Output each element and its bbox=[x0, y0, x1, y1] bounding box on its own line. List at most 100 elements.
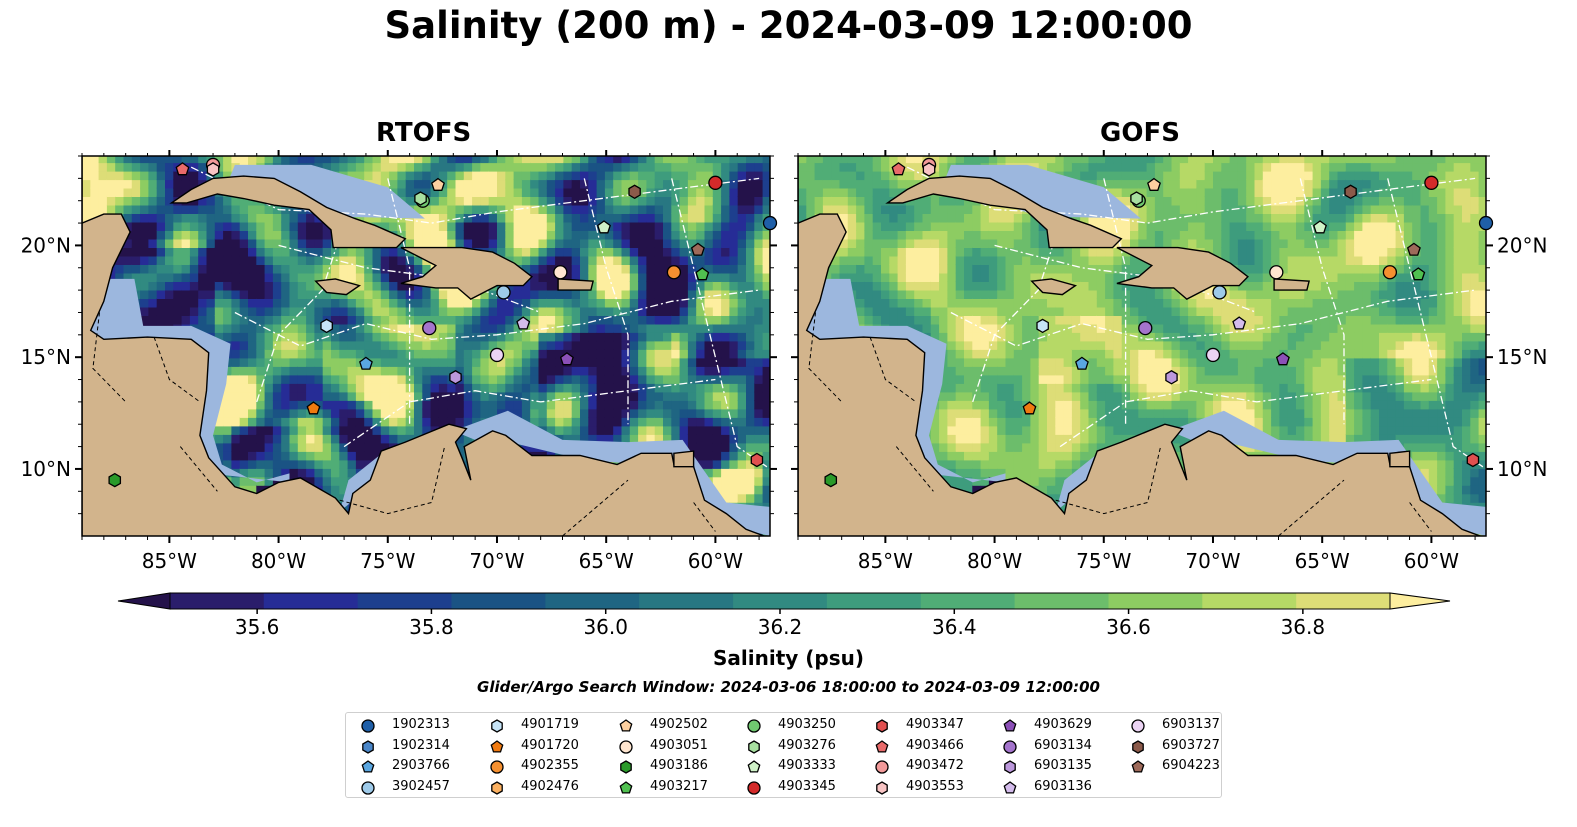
float-marker-4903051 bbox=[553, 265, 568, 280]
float-marker-4903333 bbox=[597, 220, 611, 234]
y-tick-label: 10°N bbox=[1497, 457, 1547, 481]
country-borders bbox=[808, 312, 1432, 536]
legend-label: 3902457 bbox=[392, 778, 450, 794]
float-marker-6903727 bbox=[628, 184, 641, 200]
legend-marker-pentagon bbox=[1003, 719, 1017, 732]
colorbar-tick-label: 36.8 bbox=[1281, 615, 1326, 639]
legend-marker-pentagon bbox=[1131, 760, 1145, 773]
colorbar-tick-label: 36.0 bbox=[583, 615, 628, 639]
legend-label: 4902476 bbox=[521, 778, 579, 794]
legend-label: 4903472 bbox=[906, 758, 964, 773]
colorbar-segment bbox=[1296, 593, 1391, 609]
gofs-panel-title: GOFS bbox=[1100, 118, 1180, 148]
legend-marker-circle bbox=[747, 780, 761, 795]
float-marker-4903347 bbox=[1466, 452, 1480, 468]
float-marker-6904223 bbox=[1406, 242, 1421, 256]
legend-marker-hexagon bbox=[491, 780, 503, 795]
legend-marker-circle bbox=[490, 760, 504, 774]
float-marker-1902313 bbox=[1478, 215, 1494, 231]
float-marker-4902355 bbox=[666, 265, 682, 280]
legend-label: 2903766 bbox=[392, 758, 450, 773]
figure-title: Salinity (200 m) - 2024-03-09 12:00:00 bbox=[384, 4, 1193, 47]
legend-label: 4901719 bbox=[521, 717, 579, 732]
colorbar-segment bbox=[639, 593, 734, 609]
colorbar-segment bbox=[1202, 593, 1297, 609]
x-tick-label: 75°W bbox=[1076, 549, 1131, 573]
colorbar-tick-label: 35.8 bbox=[409, 615, 454, 639]
float-marker-4901720 bbox=[1022, 401, 1037, 415]
colorbar-tick-label: 36.2 bbox=[758, 615, 803, 639]
land-trinidad bbox=[673, 450, 695, 468]
colorbar-segment bbox=[920, 593, 1016, 609]
y-tick-label: 15°N bbox=[21, 345, 71, 369]
colorbar-tick-label: 36.4 bbox=[932, 615, 977, 639]
colorbar-segment bbox=[263, 593, 359, 609]
float-marker-4903466 bbox=[175, 162, 190, 176]
float-marker-4903276 bbox=[414, 191, 427, 206]
x-tick-label: 60°W bbox=[688, 549, 743, 573]
legend-marker-hexagon bbox=[491, 719, 503, 733]
float-marker-4903466 bbox=[891, 162, 906, 176]
legend-marker-hexagon bbox=[876, 780, 888, 795]
legend-marker-circle bbox=[619, 739, 633, 754]
float-marker-6903137 bbox=[1205, 347, 1221, 363]
map-frame bbox=[81, 155, 771, 537]
legend-label: 4903466 bbox=[906, 737, 964, 753]
legend-marker-hexagon bbox=[1004, 760, 1016, 774]
legend-marker-pentagon bbox=[361, 760, 375, 773]
rtofs-panel-title: RTOFS bbox=[376, 118, 472, 148]
land-cuba bbox=[885, 175, 1123, 249]
float-marker-4903333 bbox=[1313, 220, 1327, 234]
x-tick-label: 80°W bbox=[251, 549, 306, 573]
float-marker-4901719 bbox=[320, 318, 333, 334]
gofs-map-panel: 85°W 80°W 75°W 70°W 65°W 60°W 20°N 15°N 10°N bbox=[791, 150, 1547, 573]
float-markers bbox=[108, 157, 778, 488]
legend-marker-circle bbox=[747, 719, 761, 733]
float-marker-2903766 bbox=[359, 356, 373, 370]
float-marker-6903134 bbox=[422, 320, 437, 336]
float-marker-6903134 bbox=[1138, 320, 1153, 336]
y-tick-label: 10°N bbox=[21, 457, 71, 481]
colorbar-segment bbox=[170, 593, 265, 609]
x-tick-label: 85°W bbox=[142, 549, 197, 573]
land-trinidad bbox=[1389, 450, 1411, 468]
float-marker-3902457 bbox=[496, 285, 511, 300]
x-tick-label: 60°W bbox=[1404, 549, 1459, 573]
colorbar-over-arrow bbox=[1389, 592, 1451, 610]
x-tick-label: 65°W bbox=[579, 549, 634, 573]
legend-marker-pentagon bbox=[490, 739, 504, 753]
legend-marker-hexagon bbox=[362, 739, 374, 754]
float-marker-4902355 bbox=[1382, 265, 1398, 280]
land-jamaica bbox=[1030, 278, 1078, 296]
colorbar-segment bbox=[1014, 593, 1109, 609]
colorbar-label: Salinity (psu) bbox=[712, 646, 864, 670]
legend-marker-circle bbox=[1131, 719, 1145, 733]
legend-label: 6903137 bbox=[1162, 717, 1220, 732]
legend-marker-pentagon bbox=[1003, 780, 1017, 794]
y-tick-label: 20°N bbox=[1497, 233, 1547, 257]
float-marker-6903727 bbox=[1344, 184, 1357, 200]
legend-marker-circle bbox=[1003, 739, 1017, 754]
colorbar-segment bbox=[451, 593, 546, 609]
legend-label: 4903345 bbox=[778, 778, 836, 794]
float-marker-4901720 bbox=[306, 401, 321, 415]
land-masses bbox=[798, 156, 1483, 536]
search-window-text: Glider/Argo Search Window: 2024-03-06 18… bbox=[477, 678, 1100, 696]
float-marker-6903136 bbox=[516, 316, 531, 330]
country-borders bbox=[92, 312, 716, 536]
float-marker-4903553 bbox=[206, 162, 220, 177]
float-marker-4902502 bbox=[431, 177, 445, 191]
rtofs-map-panel: 85°W 80°W 75°W 70°W 65°W 60°W 20°N 15°N 10°N bbox=[21, 150, 778, 573]
float-marker-4903217 bbox=[1411, 267, 1426, 281]
colorbar-segment bbox=[826, 593, 922, 609]
float-markers bbox=[824, 157, 1494, 488]
legend-marker-hexagon bbox=[876, 719, 888, 733]
legend-label: 1902313 bbox=[392, 717, 450, 732]
legend-marker-pentagon bbox=[875, 739, 889, 753]
eez-boundaries bbox=[819, 166, 1486, 515]
x-tick-label: 70°W bbox=[1185, 549, 1240, 573]
land-pr bbox=[557, 278, 594, 291]
float-marker-6903137 bbox=[489, 347, 505, 363]
legend-label: 6903134 bbox=[1034, 737, 1092, 753]
legend-marker-circle bbox=[361, 719, 375, 733]
